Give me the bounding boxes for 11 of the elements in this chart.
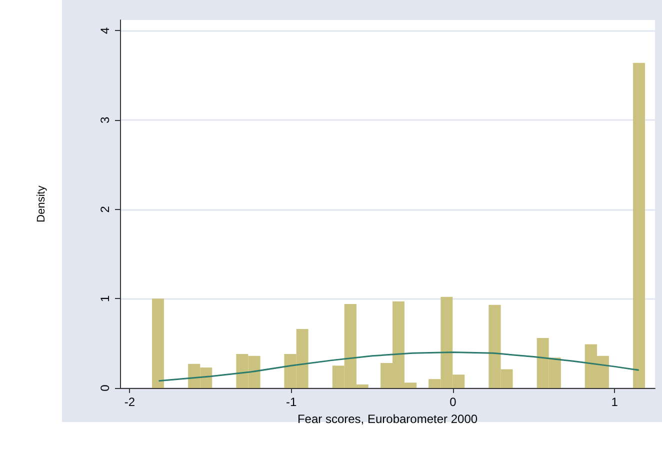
y-tick-label: 2 xyxy=(98,206,112,213)
x-tick-label: 0 xyxy=(450,395,457,409)
x-tick-label: -2 xyxy=(124,395,136,409)
x-axis-title: Fear scores, Eurobarometer 2000 xyxy=(297,412,478,426)
y-tick-label: 4 xyxy=(98,27,112,34)
y-tick-label: 3 xyxy=(98,116,112,124)
y-tick-label: 0 xyxy=(98,384,112,392)
x-tick-label: -1 xyxy=(286,395,297,409)
y-axis-title: Density xyxy=(36,185,48,222)
x-tick-label: 1 xyxy=(611,395,618,409)
y-tick-label: 1 xyxy=(98,295,112,302)
